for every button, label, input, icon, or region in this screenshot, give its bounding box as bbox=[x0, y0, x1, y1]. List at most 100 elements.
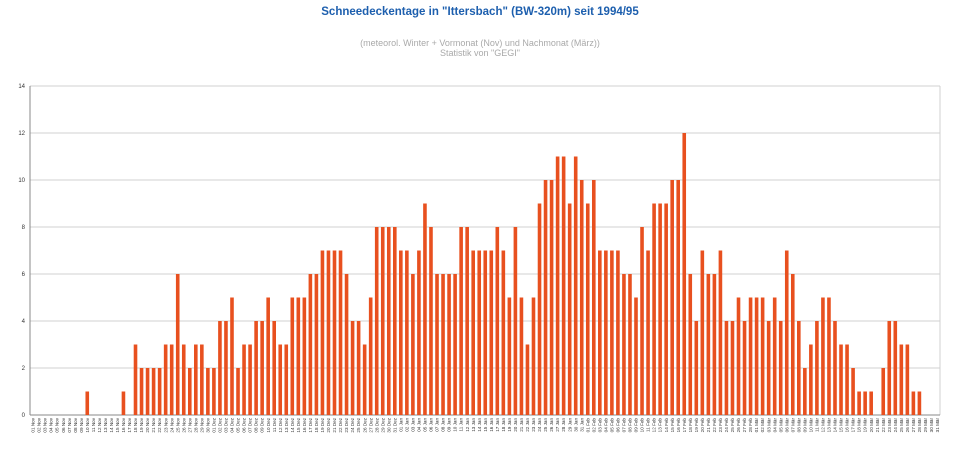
x-tick-label: 21 Jan bbox=[519, 418, 524, 432]
y-tick-label: 12 bbox=[18, 131, 25, 137]
x-tick-label: 28 Mär bbox=[917, 418, 922, 433]
x-tick-label: 02 Jan bbox=[404, 418, 409, 432]
x-tick-label: 09 Dez bbox=[260, 417, 265, 432]
bar bbox=[230, 297, 234, 415]
bar bbox=[284, 344, 289, 415]
bar bbox=[296, 297, 301, 415]
x-tick-label: 11 Dez bbox=[272, 417, 277, 432]
x-tick-label: 31 Dez bbox=[392, 417, 397, 432]
x-tick-label: 13 Jan bbox=[471, 418, 476, 432]
bar bbox=[435, 274, 439, 415]
bar bbox=[163, 344, 168, 415]
x-tick-label: 25 Feb bbox=[730, 418, 735, 433]
x-tick-label: 20 Mär bbox=[869, 418, 874, 433]
bar bbox=[489, 250, 494, 415]
x-tick-label: 17 Jan bbox=[495, 418, 500, 432]
x-tick-label: 11 Feb bbox=[646, 418, 651, 432]
bar bbox=[760, 297, 765, 415]
x-tick-label: 22 Feb bbox=[712, 418, 717, 433]
x-tick-label: 12 Jan bbox=[465, 418, 470, 432]
bar bbox=[784, 250, 789, 415]
y-tick-label: 0 bbox=[22, 413, 26, 419]
x-tick-label: 24 Jan bbox=[537, 418, 542, 432]
x-tick-label: 12 Dez bbox=[278, 417, 283, 432]
x-tick-label: 17 Dez bbox=[308, 417, 313, 432]
bar bbox=[591, 180, 596, 415]
bar bbox=[151, 368, 156, 415]
x-tick-label: 23 Mär bbox=[887, 418, 892, 433]
x-tick-label: 30 Mär bbox=[929, 418, 934, 433]
x-tick-label: 08 Feb bbox=[628, 418, 633, 433]
bar bbox=[573, 156, 578, 415]
bar bbox=[845, 344, 849, 415]
bar bbox=[465, 227, 469, 415]
x-tick-label: 09 Mär bbox=[802, 418, 807, 433]
x-tick-label: 09 Feb bbox=[634, 418, 639, 433]
x-tick-label: 18 Jan bbox=[501, 418, 506, 432]
x-tick-label: 14 Jan bbox=[477, 418, 482, 432]
x-tick-label: 05 Jan bbox=[423, 418, 428, 432]
x-tick-label: 27 Feb bbox=[742, 418, 747, 433]
bar bbox=[724, 321, 729, 415]
bar bbox=[700, 250, 705, 415]
bar bbox=[302, 297, 307, 415]
bar bbox=[368, 297, 373, 415]
bar bbox=[459, 227, 463, 415]
x-tick-label: 27 Jan bbox=[555, 418, 560, 432]
x-tick-label: 03 Nov bbox=[43, 417, 48, 432]
bar bbox=[893, 321, 898, 415]
bar bbox=[911, 391, 916, 415]
bar bbox=[501, 250, 506, 415]
bar bbox=[332, 250, 337, 415]
bar bbox=[604, 250, 608, 415]
bar bbox=[477, 250, 482, 415]
bar bbox=[242, 344, 246, 415]
bar bbox=[453, 274, 457, 415]
x-tick-label: 14 Mär bbox=[833, 418, 838, 433]
x-tick-label: 15 Nov bbox=[115, 417, 120, 432]
bar bbox=[839, 344, 843, 415]
x-tick-label: 28 Feb bbox=[748, 418, 753, 433]
x-tick-label: 16 Feb bbox=[676, 418, 681, 433]
y-tick-label: 10 bbox=[18, 178, 25, 184]
x-tick-label: 07 Jan bbox=[435, 418, 440, 432]
bar bbox=[905, 344, 910, 415]
x-tick-label: 11 Jan bbox=[459, 418, 464, 432]
x-tick-label: 03 Mär bbox=[766, 418, 771, 433]
x-tick-label: 29 Nov bbox=[199, 417, 204, 432]
x-tick-label: 18 Mär bbox=[857, 418, 862, 433]
bar bbox=[278, 344, 283, 415]
bar bbox=[730, 321, 735, 415]
bar bbox=[790, 274, 795, 415]
bar bbox=[652, 203, 656, 415]
chart-title: Schneedeckentage in "Ittersbach" (BW-320… bbox=[321, 6, 639, 18]
x-tick-label: 28 Nov bbox=[193, 417, 198, 432]
bar bbox=[622, 274, 626, 415]
x-tick-label: 21 Mär bbox=[875, 418, 880, 433]
bar bbox=[133, 344, 138, 415]
bar bbox=[628, 274, 632, 415]
x-tick-label: 30 Dez bbox=[386, 417, 391, 432]
x-tick-label: 13 Nov bbox=[103, 417, 108, 432]
x-tick-label: 07 Mär bbox=[790, 418, 795, 433]
x-tick-label: 15 Mär bbox=[839, 418, 844, 433]
x-tick-label: 24 Mär bbox=[893, 418, 898, 433]
bar bbox=[272, 321, 276, 415]
bar bbox=[206, 368, 210, 415]
bar bbox=[754, 297, 759, 415]
bar bbox=[736, 297, 741, 415]
bar bbox=[549, 180, 554, 415]
x-tick-label: 23 Jan bbox=[531, 418, 536, 432]
x-tick-label: 06 Feb bbox=[616, 418, 621, 433]
bar bbox=[483, 250, 488, 415]
x-tick-label: 13 Feb bbox=[658, 418, 663, 433]
bar bbox=[821, 297, 825, 415]
bar bbox=[543, 180, 548, 415]
bar bbox=[857, 391, 861, 415]
x-tick-label: 17 Feb bbox=[682, 418, 687, 433]
x-tick-label: 23 Nov bbox=[163, 417, 168, 432]
bar bbox=[85, 391, 90, 415]
x-tick-label: 14 Feb bbox=[664, 418, 669, 433]
x-tick-label: 21 Feb bbox=[706, 418, 711, 433]
x-tick-label: 12 Nov bbox=[97, 417, 102, 432]
